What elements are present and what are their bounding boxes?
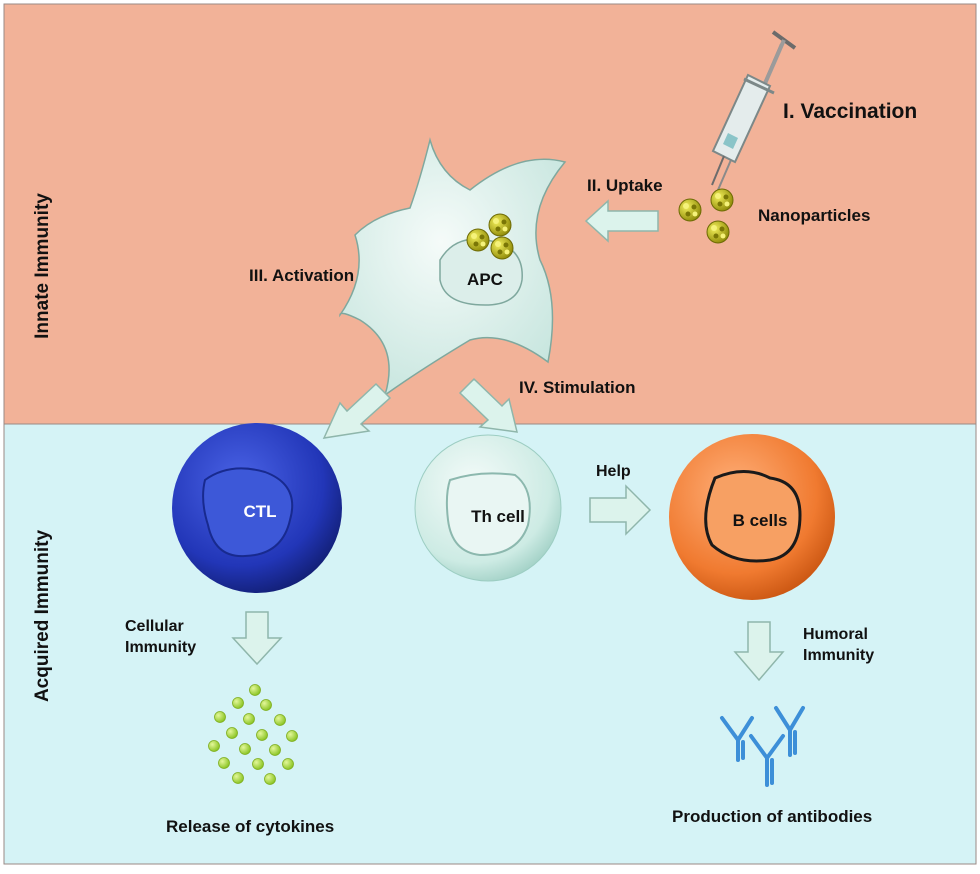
help-label: Help: [596, 463, 631, 480]
cytokines-label: Release of cytokines: [166, 817, 335, 836]
acquired-immunity-label: Acquired Immunity: [32, 529, 53, 703]
humoral-line-2: Immunity: [803, 647, 875, 664]
activation-label: III. Activation: [249, 266, 355, 285]
cellular-immunity-label: Cellular Immunity: [125, 616, 196, 658]
cellular-arrow: [231, 611, 283, 666]
ctl-cell: [172, 423, 342, 593]
antibodies-label: Production of antibodies: [672, 807, 873, 826]
apc-label: APC: [467, 270, 503, 289]
help-arrow: [589, 484, 652, 536]
b-cells-label: B cells: [732, 511, 788, 530]
cellular-line-2: Immunity: [125, 639, 197, 656]
uptake-label: II. Uptake: [587, 176, 663, 195]
humoral-line-1: Humoral: [803, 626, 868, 643]
stimulation-arrow: [458, 377, 518, 433]
uptake-arrow: [584, 199, 659, 243]
humoral-arrow: [733, 621, 785, 682]
syringe-icon: [711, 30, 797, 191]
th-cell: [414, 434, 562, 582]
humoral-immunity-label: Humoral Immunity: [803, 624, 874, 666]
vaccination-label: I. Vaccination: [783, 100, 918, 123]
stimulation-label: IV. Stimulation: [519, 378, 636, 397]
ctl-label: CTL: [243, 502, 277, 521]
th-cell-label: Th cell: [471, 507, 525, 526]
activation-arrow: [322, 382, 392, 439]
cellular-line-1: Cellular: [125, 618, 184, 635]
apc-cell: [339, 137, 567, 397]
cytokine-dot-icon: [208, 684, 298, 785]
innate-immunity-label: Innate Immunity: [32, 193, 53, 339]
antibody-icon: [720, 706, 805, 787]
nanoparticles-label: Nanoparticles: [758, 206, 871, 225]
b-cell: [669, 434, 835, 600]
